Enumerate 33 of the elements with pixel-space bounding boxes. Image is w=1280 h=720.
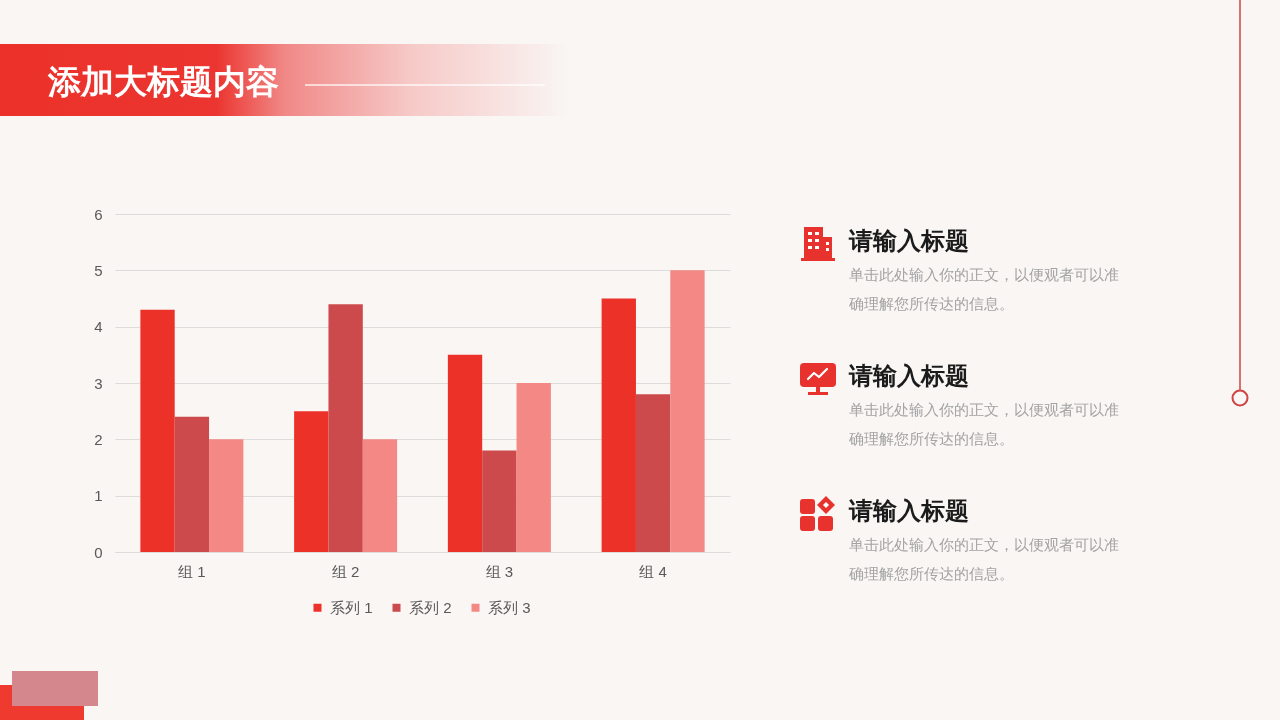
legend-label: 系列 2 [409, 598, 452, 616]
y-tick-label: 6 [94, 205, 103, 223]
y-tick-label: 2 [94, 430, 103, 448]
bar [174, 416, 210, 552]
text: 单击此处输入你的正文，以便观者可以准确理解您所传达的信息。 [849, 265, 1120, 314]
text: 单击此处输入你的正文，以便观者可以准确理解您所传达的信息。 [849, 400, 1120, 449]
bar [140, 309, 175, 552]
x-tick-label: 组 3 [485, 562, 514, 580]
bar [482, 450, 517, 552]
y-tick-label: 5 [94, 261, 103, 279]
bar [328, 304, 363, 552]
text: 请输入标题 [849, 362, 969, 391]
x-tick-label: 组 4 [639, 562, 667, 580]
bar [516, 383, 551, 552]
bar [601, 298, 636, 552]
legend-label: 系列 1 [330, 598, 373, 616]
x-tick-label: 组 2 [331, 562, 360, 580]
text: 请输入标题 [849, 227, 969, 256]
x-tick-label: 组 1 [178, 562, 206, 580]
bar [209, 439, 244, 552]
y-tick-label: 3 [94, 374, 103, 392]
text: 请输入标题 [849, 497, 969, 526]
y-tick-label: 0 [94, 543, 103, 561]
bar [635, 394, 671, 552]
legend-label: 系列 3 [488, 598, 531, 616]
bar [447, 354, 483, 552]
chart-title: 添加大标题内容 [48, 62, 279, 102]
bar [362, 439, 398, 552]
bar [294, 411, 329, 552]
y-tick-label: 1 [94, 487, 103, 505]
bar [670, 270, 705, 552]
y-tick-label: 4 [94, 318, 103, 336]
text: 单击此处输入你的正文，以便观者可以准确理解您所传达的信息。 [849, 535, 1120, 584]
